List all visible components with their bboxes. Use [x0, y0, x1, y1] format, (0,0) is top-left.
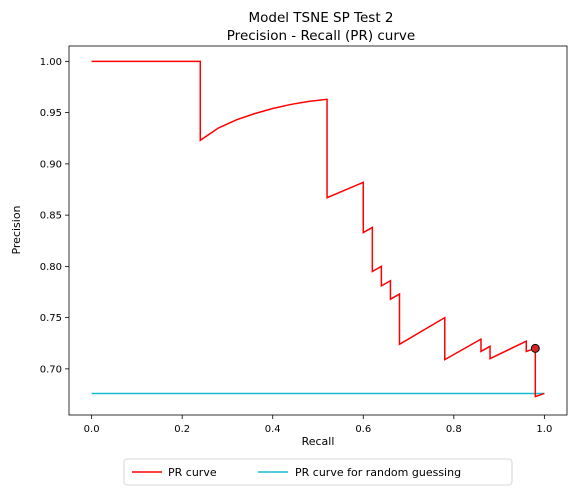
series-line-pr	[91, 60, 545, 398]
x-tick-label: 0.4	[265, 424, 281, 435]
plot-area	[68, 45, 568, 416]
chart-title: Model TSNE SP Test 2	[248, 10, 393, 26]
series-layer	[91, 60, 545, 398]
y-tick-label: 0.90	[40, 159, 62, 170]
y-tick-label: 0.75	[40, 313, 62, 324]
y-tick-label: 0.80	[40, 262, 62, 273]
x-tick-label: 0.6	[355, 424, 371, 435]
x-tick-label: 0.0	[84, 424, 100, 435]
y-axis: 0.70 0.75 0.80 0.85 0.90 0.95 1.00	[40, 57, 69, 375]
legend-label-pr: PR curve	[168, 466, 217, 479]
x-tick-label: 0.2	[174, 424, 190, 435]
y-axis-label: Precision	[10, 205, 23, 254]
threshold-marker-point	[530, 343, 540, 353]
x-tick-label: 1.0	[536, 424, 552, 435]
legend-frame	[123, 458, 513, 486]
plot-frame	[68, 45, 568, 416]
x-axis: 0.0 0.2 0.4 0.6 0.8 1.0	[84, 415, 552, 435]
x-axis-label: Recall	[302, 435, 335, 448]
chart-subtitle: Precision - Recall (PR) curve	[227, 28, 415, 44]
legend-label-random: PR curve for random guessing	[295, 466, 461, 479]
legend: PR curve PR curve for random guessing	[123, 458, 513, 486]
y-tick-label: 0.85	[40, 211, 62, 222]
y-tick-label: 0.95	[40, 108, 62, 119]
x-tick-label: 0.8	[446, 424, 462, 435]
y-tick-label: 1.00	[40, 57, 62, 68]
y-tick-label: 0.70	[40, 364, 62, 375]
